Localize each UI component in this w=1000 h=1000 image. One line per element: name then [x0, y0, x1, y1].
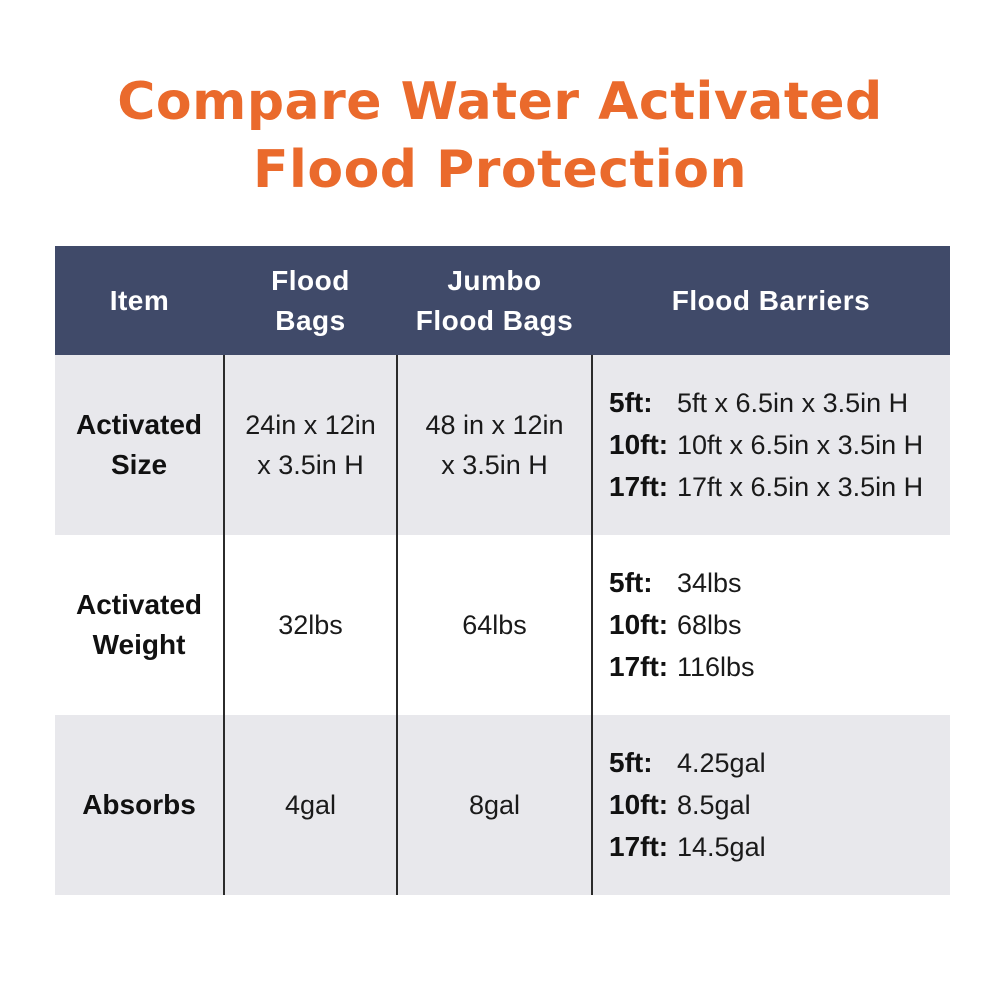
barrier-key: 10ft: — [609, 429, 669, 460]
title-line-1: Compare Water Activated — [117, 72, 883, 132]
barrier-value: 5ft x 6.5in x 3.5in H — [677, 388, 909, 418]
cell-flood-bags: 24in x 12in x 3.5in H — [223, 355, 397, 535]
cell-flood-bags: 32lbs — [223, 535, 397, 715]
cell-line: x 3.5in H — [441, 450, 548, 480]
barrier-value: 10ft x 6.5in x 3.5in H — [677, 430, 924, 460]
barrier-key: 17ft: — [609, 831, 669, 862]
barrier-value: 34lbs — [677, 568, 742, 598]
cell-flood-barriers: 5ft: 5ft x 6.5in x 3.5in H 10ft: 10ft x 6.… — [591, 355, 950, 535]
table-row-activated-weight: Activated Weight 32lbs 64lbs 5ft: 34lbs 1… — [55, 535, 950, 715]
title-line-2: Flood Protection — [253, 140, 747, 200]
barrier-line: 5ft: 5ft x 6.5in x 3.5in H — [609, 382, 950, 424]
cell-flood-barriers: 5ft: 4.25gal 10ft: 8.5gal 17ft: 14.5gal — [591, 715, 950, 895]
cell-jumbo-flood-bags: 48 in x 12in x 3.5in H — [396, 355, 592, 535]
row-label-line-1: Activated — [75, 409, 203, 440]
row-label-line-2: Size — [110, 449, 168, 480]
table-row-activated-size: Activated Size 24in x 12in x 3.5in H 48 … — [55, 355, 950, 535]
header-item: Item — [55, 246, 224, 355]
barrier-key: 17ft: — [609, 471, 669, 502]
header-flood-bags-line-2: Bags — [275, 304, 346, 336]
cell-flood-bags: 4gal — [223, 715, 397, 895]
barrier-line: 17ft: 17ft x 6.5in x 3.5in H — [609, 466, 950, 508]
header-jumbo-line-1: Jumbo — [447, 264, 542, 296]
barrier-value: 8.5gal — [677, 790, 751, 820]
cell-jumbo-flood-bags: 64lbs — [396, 535, 592, 715]
header-jumbo-flood-bags: Jumbo Flood Bags — [397, 246, 592, 355]
barrier-key: 17ft: — [609, 651, 669, 682]
cell-line: x 3.5in H — [257, 450, 364, 480]
header-flood-bags: Flood Bags — [224, 246, 397, 355]
table-row-absorbs: Absorbs 4gal 8gal 5ft: 4.25gal 10ft: 8.5ga… — [55, 715, 950, 895]
barrier-key: 5ft: — [609, 387, 653, 418]
barrier-line: 5ft: 34lbs — [609, 562, 950, 604]
barrier-line: 5ft: 4.25gal — [609, 742, 950, 784]
barrier-line: 17ft: 14.5gal — [609, 826, 950, 868]
barrier-line: 10ft: 8.5gal — [609, 784, 950, 826]
barrier-value: 68lbs — [677, 610, 742, 640]
row-label-line-2: Weight — [92, 629, 186, 660]
row-label: Activated Weight — [55, 535, 224, 715]
cell-line: 24in x 12in — [245, 410, 376, 440]
barrier-key: 5ft: — [609, 567, 653, 598]
cell-jumbo-flood-bags: 8gal — [396, 715, 592, 895]
barrier-line: 10ft: 10ft x 6.5in x 3.5in H — [609, 424, 950, 466]
barrier-line: 17ft: 116lbs — [609, 646, 950, 688]
row-label: Absorbs — [55, 715, 224, 895]
barrier-value: 116lbs — [677, 652, 755, 682]
cell-flood-barriers: 5ft: 34lbs 10ft: 68lbs 17ft: 116lbs — [591, 535, 950, 715]
header-flood-bags-line-1: Flood — [271, 264, 350, 296]
barrier-value: 4.25gal — [677, 748, 766, 778]
barrier-key: 10ft: — [609, 609, 669, 640]
barrier-value: 14.5gal — [677, 832, 766, 862]
comparison-table: Item Flood Bags Jumbo Flood Bags Flood B… — [55, 246, 950, 895]
barrier-line: 10ft: 68lbs — [609, 604, 950, 646]
table-header: Item Flood Bags Jumbo Flood Bags Flood B… — [55, 246, 950, 355]
header-jumbo-line-2: Flood Bags — [415, 304, 574, 336]
row-label: Activated Size — [55, 355, 224, 535]
header-flood-barriers: Flood Barriers — [592, 246, 950, 355]
barrier-value: 17ft x 6.5in x 3.5in H — [677, 472, 924, 502]
row-label-line-1: Activated — [75, 589, 203, 620]
barrier-key: 5ft: — [609, 747, 653, 778]
cell-line: 48 in x 12in — [425, 410, 564, 440]
page-title: Compare Water Activated Flood Protection — [0, 68, 1000, 204]
barrier-key: 10ft: — [609, 789, 669, 820]
